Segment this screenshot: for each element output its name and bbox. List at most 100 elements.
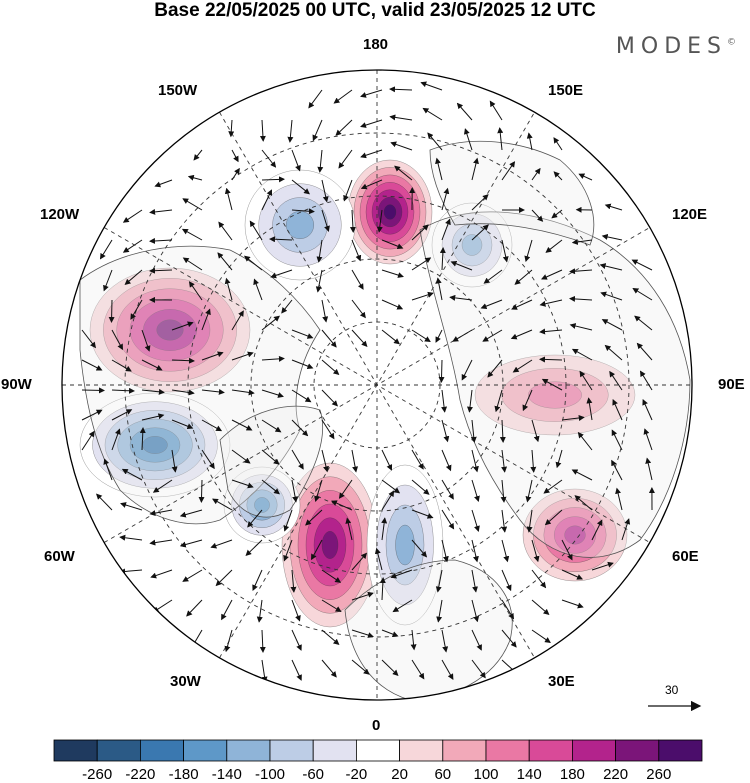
wind-arrow <box>436 599 443 623</box>
wind-arrow <box>471 479 480 503</box>
wind-arrow <box>471 224 489 241</box>
wind-arrow <box>600 291 623 301</box>
wind-arrow <box>435 569 443 593</box>
wind-arrow <box>374 547 383 571</box>
lon-label-30w: 30W <box>170 673 201 690</box>
wind-arrow <box>343 179 353 202</box>
wind-arrow <box>81 430 95 451</box>
wind-arrow <box>171 357 195 364</box>
wind-arrow <box>291 179 310 195</box>
wind-arrow <box>480 299 503 309</box>
colorbar-swatch <box>399 739 444 762</box>
wind-arrow <box>231 149 239 163</box>
wind-arrow <box>411 479 430 495</box>
colorbar-tick-label: 60 <box>434 766 452 783</box>
wind-arrow <box>381 329 400 345</box>
wind-arrow <box>111 329 123 351</box>
wind-arrow <box>411 291 434 301</box>
colorbar-tick-label: 260 <box>646 766 672 783</box>
lon-label-180: 180 <box>363 36 389 53</box>
wind-arrow <box>321 209 330 232</box>
wind-arrow <box>555 449 563 469</box>
wind-arrow <box>601 319 623 331</box>
wind-arrow <box>120 502 143 511</box>
wind-arrow <box>439 247 446 271</box>
wind-arrow <box>321 629 340 645</box>
wind-arrow <box>81 359 103 371</box>
colorbar-tick-label: -20 <box>345 766 368 783</box>
wind-arrow <box>591 519 603 541</box>
wind-arrow <box>379 577 386 601</box>
wind-arrow <box>182 198 203 211</box>
anomaly-contour-central-asia-high <box>528 381 582 409</box>
colorbar-tick-label: 180 <box>559 766 585 783</box>
wind-arrow <box>291 419 309 437</box>
wind-arrow <box>291 208 315 215</box>
wind-arrow <box>561 599 584 609</box>
wind-arrow <box>435 329 443 343</box>
wind-arrow <box>221 599 233 621</box>
wind-arrow <box>291 629 302 651</box>
wind-arrow <box>245 539 263 556</box>
wind-arrow <box>330 500 353 511</box>
colorbar-swatch <box>312 739 357 762</box>
wind-arrow <box>187 174 203 181</box>
wind-arrow <box>471 194 489 211</box>
reference-vector-label: 30 <box>665 683 679 697</box>
wind-arrow <box>149 509 173 517</box>
wind-arrow <box>541 378 563 391</box>
wind-arrow <box>427 132 443 151</box>
wind-arrow <box>182 257 203 271</box>
wind-arrow <box>471 569 478 593</box>
wind-arrow <box>604 203 623 211</box>
wind-arrow <box>321 599 342 613</box>
wind-arrow <box>441 539 449 563</box>
wind-arrow <box>259 119 266 142</box>
wind-arrow <box>569 323 593 331</box>
anomaly-contour-western-siberia-high <box>564 525 586 545</box>
lon-label-60w: 60W <box>44 548 75 565</box>
wind-arrow <box>530 449 537 473</box>
colorbar-swatch <box>442 739 487 762</box>
anomaly-contour-kamchatka-low <box>461 234 483 256</box>
wind-arrow <box>108 299 115 323</box>
wind-arrow <box>463 128 473 151</box>
wind-arrow <box>321 419 335 440</box>
asia-land <box>419 211 691 558</box>
wind-arrow <box>441 419 450 443</box>
wind-arrow <box>231 310 244 331</box>
wind-arrow <box>611 429 623 451</box>
wind-arrow <box>308 89 323 109</box>
wind-arrow <box>381 659 399 676</box>
wind-arrow <box>321 179 329 203</box>
wind-arrow <box>360 119 383 128</box>
wind-arrow <box>171 389 195 396</box>
colorbar-swatch <box>226 739 271 762</box>
wind-arrow <box>487 359 503 378</box>
wind-arrow <box>390 141 413 151</box>
wind-arrow <box>571 348 593 361</box>
wind-arrow <box>201 419 223 432</box>
wind-arrow <box>501 161 516 181</box>
wind-arrow <box>149 208 173 215</box>
wind-arrow <box>261 389 284 398</box>
colorbar-tick-label: 140 <box>516 766 542 783</box>
wind-arrow <box>141 359 163 371</box>
wind-arrow <box>483 269 503 284</box>
wind-arrow <box>531 569 547 589</box>
wind-arrow <box>591 561 614 571</box>
wind-arrow <box>381 517 388 541</box>
wind-arrow <box>351 591 374 601</box>
lon-label-150e: 150E <box>548 82 584 99</box>
wind-arrow <box>467 389 473 413</box>
wind-arrow <box>609 370 623 391</box>
wind-arrow <box>351 329 368 348</box>
wind-arrow <box>553 171 563 181</box>
colorbar-tick-label: -140 <box>211 766 242 783</box>
wind-arrow <box>291 329 314 339</box>
colorbar-swatch <box>658 739 703 762</box>
wind-arrow <box>390 569 413 579</box>
wind-arrow <box>501 629 517 648</box>
wind-arrow <box>312 119 323 142</box>
wind-arrow <box>381 269 404 278</box>
